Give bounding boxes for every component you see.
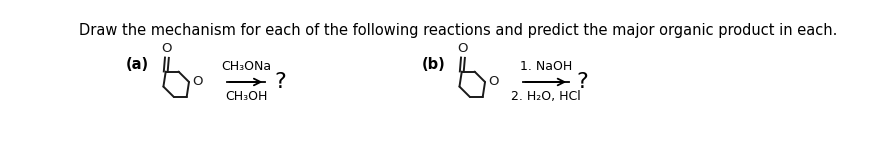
- Text: O: O: [487, 75, 498, 88]
- Text: Draw the mechanism for each of the following reactions and predict the major org: Draw the mechanism for each of the follo…: [79, 23, 837, 38]
- Text: ?: ?: [577, 72, 588, 92]
- Text: CH₃OH: CH₃OH: [224, 90, 266, 103]
- Text: 2. H₂O, HCl: 2. H₂O, HCl: [510, 90, 580, 103]
- Text: O: O: [457, 42, 468, 55]
- Text: O: O: [192, 75, 202, 88]
- Text: O: O: [162, 42, 172, 55]
- Text: 1. NaOH: 1. NaOH: [519, 60, 571, 73]
- Text: ?: ?: [274, 72, 286, 92]
- Text: CH₃ONa: CH₃ONa: [221, 60, 271, 73]
- Text: (b): (b): [421, 57, 445, 72]
- Text: (a): (a): [126, 57, 148, 72]
